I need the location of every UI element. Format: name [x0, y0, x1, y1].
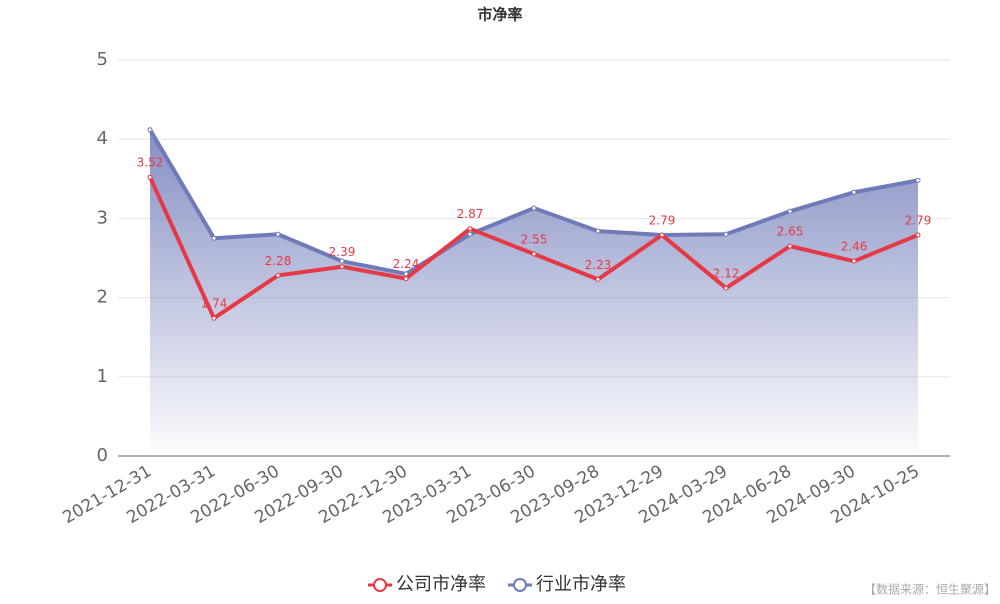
- point: [467, 226, 473, 232]
- point: [403, 271, 409, 277]
- point: [787, 208, 793, 214]
- point: [339, 258, 345, 264]
- point: [915, 232, 921, 238]
- source-note: 【数据来源：恒生聚源】: [864, 582, 996, 597]
- point: [723, 231, 729, 237]
- data-label: 2.24: [393, 257, 420, 271]
- data-label: 2.39: [329, 245, 356, 259]
- y-tick-label: 3: [97, 207, 108, 228]
- point: [403, 276, 409, 282]
- data-label: 2.28: [265, 254, 292, 268]
- point: [147, 127, 153, 133]
- point: [723, 285, 729, 291]
- data-label: 2.79: [905, 214, 932, 228]
- point: [275, 272, 281, 278]
- point: [147, 174, 153, 180]
- point: [467, 231, 473, 237]
- data-label: 2.65: [777, 225, 804, 239]
- legend-label: 公司市净率: [396, 574, 486, 595]
- y-tick-label: 1: [97, 366, 108, 387]
- point: [531, 251, 537, 257]
- data-label: 2.23: [585, 258, 612, 272]
- point: [851, 258, 857, 264]
- legend-label: 行业市净率: [536, 574, 626, 595]
- data-label: 2.46: [841, 240, 868, 254]
- point: [659, 232, 665, 238]
- data-label: 2.87: [457, 207, 484, 221]
- y-tick-label: 5: [97, 49, 108, 70]
- point: [851, 189, 857, 195]
- data-label: 2.55: [521, 233, 548, 247]
- data-label: 3.52: [137, 156, 164, 170]
- point: [915, 177, 921, 183]
- point: [595, 276, 601, 282]
- area: [150, 129, 918, 457]
- legend-marker: [373, 578, 387, 592]
- data-label: 1.74: [201, 297, 228, 311]
- y-tick-label: 0: [97, 445, 108, 466]
- point: [275, 231, 281, 237]
- data-label: 2.12: [713, 267, 740, 281]
- y-tick-label: 2: [97, 287, 108, 308]
- point: [787, 243, 793, 249]
- point: [531, 205, 537, 211]
- legend-marker: [513, 578, 527, 592]
- point: [595, 228, 601, 234]
- chart-title: 市净率: [477, 6, 522, 24]
- point: [211, 315, 217, 321]
- y-tick-label: 4: [97, 128, 108, 149]
- point: [211, 235, 217, 241]
- data-label: 2.79: [649, 214, 676, 228]
- point: [339, 264, 345, 270]
